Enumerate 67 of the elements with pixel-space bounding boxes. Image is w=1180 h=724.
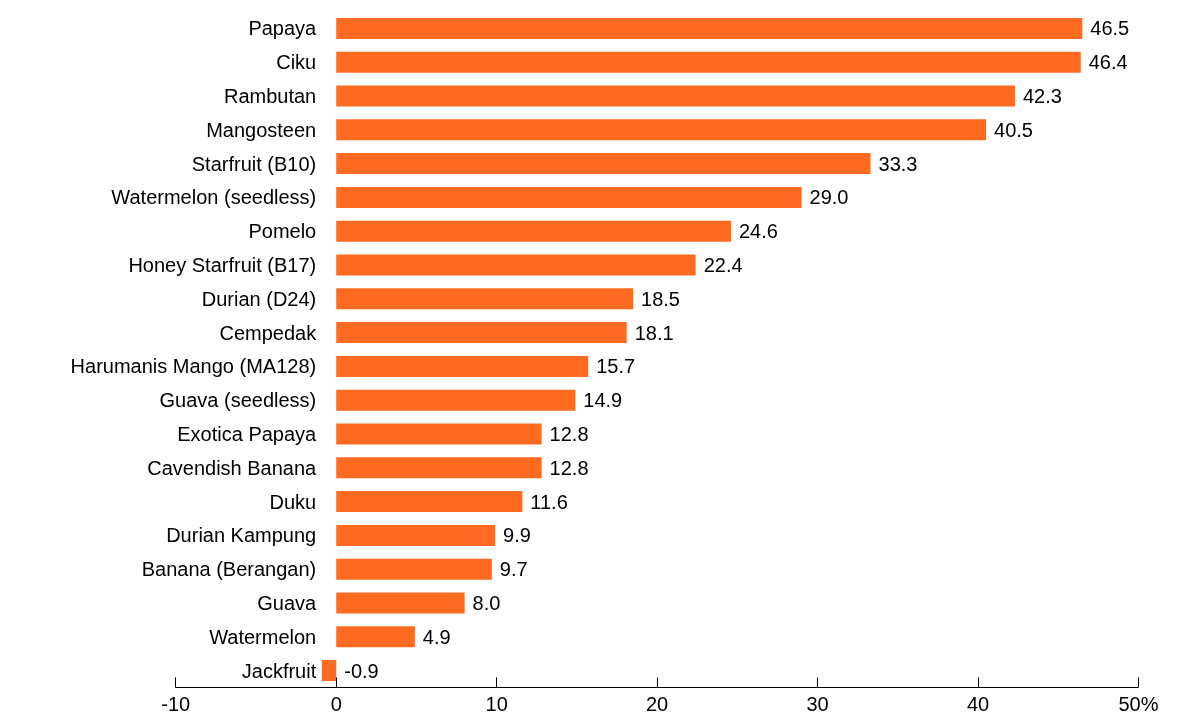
y-tick-label: Watermelon (seedless) xyxy=(111,186,317,209)
y-tick-label: Durian Kampung xyxy=(166,524,317,547)
bar xyxy=(336,626,415,648)
bar xyxy=(336,254,696,276)
y-tick-label: Honey Starfruit (B17) xyxy=(128,254,317,276)
x-tick-label: 50% xyxy=(1118,692,1159,715)
y-tick-label: Guava xyxy=(257,592,318,614)
bar xyxy=(336,322,627,344)
y-tick-label: Papaya xyxy=(248,17,318,40)
x-tick-label: 10 xyxy=(485,692,508,715)
data-label: 14.9 xyxy=(583,389,623,412)
y-tick-label: Jackfruit xyxy=(241,659,317,682)
y-tick-label: Exotica Papaya xyxy=(177,423,318,445)
bar xyxy=(336,288,634,310)
data-label: 42.3 xyxy=(1022,85,1062,107)
data-label: 12.8 xyxy=(549,456,589,479)
data-label: 12.8 xyxy=(549,423,589,445)
y-tick-label: Mangosteen xyxy=(206,118,317,141)
y-tick-label: Rambutan xyxy=(223,85,317,107)
data-label: 4.9 xyxy=(422,625,451,648)
y-tick-label: Cempedak xyxy=(219,321,318,344)
bar xyxy=(336,491,523,513)
data-label: 33.3 xyxy=(878,152,918,175)
data-label: 15.7 xyxy=(596,355,636,378)
x-tick-label: -10 xyxy=(161,692,191,715)
data-label: 11.6 xyxy=(530,490,568,513)
data-label: 9.9 xyxy=(503,524,531,547)
data-label: 18.1 xyxy=(634,321,674,344)
bar xyxy=(336,524,496,546)
bar xyxy=(336,355,589,377)
bar xyxy=(336,153,871,175)
y-tick-label: Starfruit (B10) xyxy=(191,152,317,175)
bar xyxy=(336,457,542,479)
x-tick-label: 20 xyxy=(646,692,669,715)
y-tick-label: Guava (seedless) xyxy=(159,389,317,412)
y-tick-label: Ciku xyxy=(276,51,317,74)
y-tick-label: Banana (Berangan) xyxy=(141,558,317,581)
bar xyxy=(336,51,1081,73)
bar xyxy=(336,17,1083,39)
data-label: 29.0 xyxy=(809,186,849,209)
y-tick-label: Harumanis Mango (MA128) xyxy=(70,355,317,378)
y-tick-label: Duku xyxy=(269,490,317,513)
data-label: 8.0 xyxy=(472,592,501,614)
bar xyxy=(336,423,542,445)
x-tick-label: 0 xyxy=(330,692,342,715)
y-tick-label: Pomelo xyxy=(248,220,317,243)
bar xyxy=(336,592,465,614)
data-label: 24.6 xyxy=(738,220,778,243)
bar xyxy=(336,85,1015,107)
y-tick-label: Cavendish Banana xyxy=(147,456,318,479)
data-label: 46.5 xyxy=(1090,17,1130,40)
bar xyxy=(321,660,337,682)
bar xyxy=(336,186,802,208)
bar xyxy=(336,558,492,580)
y-tick-label: Durian (D24) xyxy=(201,287,317,310)
bar xyxy=(336,220,731,242)
x-tick-label: 40 xyxy=(966,692,990,715)
data-label: 9.7 xyxy=(499,558,528,581)
data-label: 22.4 xyxy=(703,254,743,276)
data-label: 18.5 xyxy=(641,287,680,310)
bar xyxy=(336,119,987,141)
y-tick-label: Watermelon xyxy=(209,625,317,648)
x-tick-label: 30 xyxy=(806,692,829,715)
data-label: 46.4 xyxy=(1088,51,1128,74)
data-label: 40.5 xyxy=(994,118,1033,141)
bar xyxy=(336,389,576,411)
data-label: -0.9 xyxy=(344,659,379,682)
